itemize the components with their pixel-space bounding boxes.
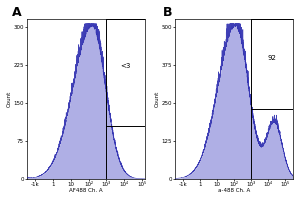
Text: A: A: [12, 6, 22, 19]
Y-axis label: Count: Count: [7, 91, 12, 107]
X-axis label: AF488 Ch. A: AF488 Ch. A: [69, 188, 103, 193]
Text: 92: 92: [268, 55, 276, 61]
Text: B: B: [163, 6, 172, 19]
X-axis label: a-488 Ch. A: a-488 Ch. A: [218, 188, 250, 193]
Text: <3: <3: [121, 63, 131, 69]
Y-axis label: Count: Count: [155, 91, 160, 107]
